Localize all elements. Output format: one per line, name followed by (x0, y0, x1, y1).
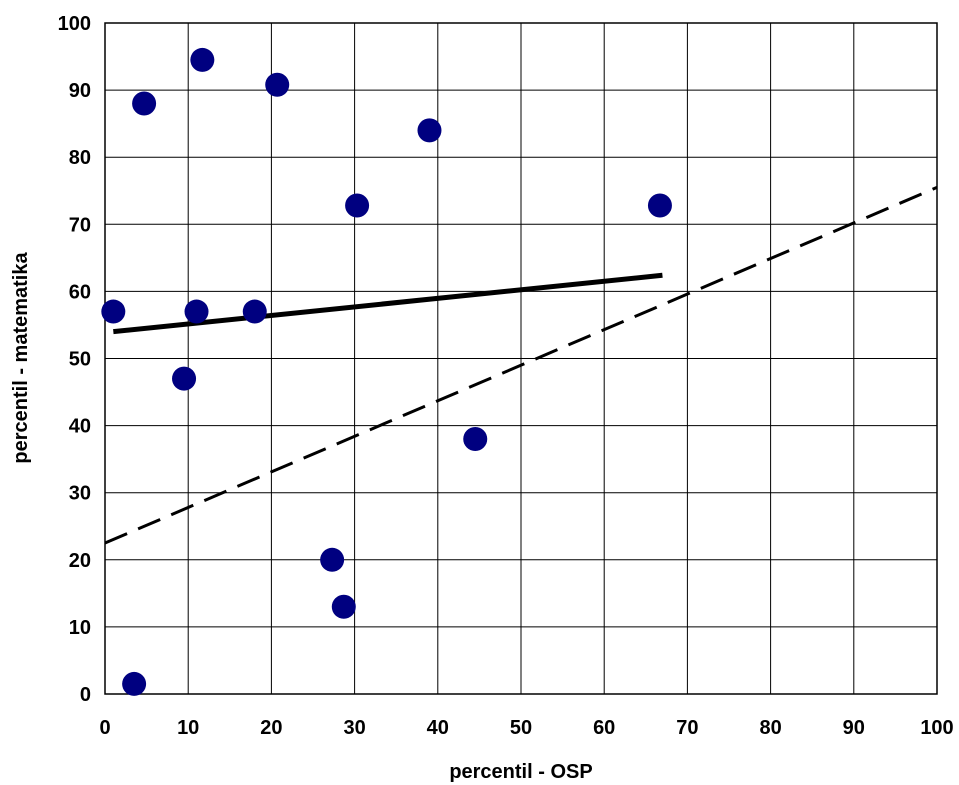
x-axis-title: percentil - OSP (449, 761, 592, 783)
data-point (132, 91, 157, 116)
y-tick-label: 60 (69, 281, 91, 303)
data-points (101, 47, 672, 696)
data-point (190, 47, 215, 72)
y-tick-label: 70 (69, 214, 91, 236)
trend-lines (104, 186, 938, 545)
data-point (345, 193, 370, 218)
dashed-reference-line (104, 186, 938, 545)
data-point (184, 299, 209, 324)
data-point (417, 118, 442, 143)
data-point (647, 193, 672, 218)
x-tick-label: 40 (427, 717, 449, 739)
x-tick-label: 90 (843, 717, 865, 739)
y-tick-label: 40 (69, 416, 91, 438)
data-point (172, 366, 197, 391)
x-tick-label: 0 (99, 717, 110, 739)
data-point (320, 547, 345, 572)
solid-trend-line (113, 272, 663, 335)
x-tick-label: 10 (177, 717, 199, 739)
y-tick-labels: 0 10 20 30 40 50 60 70 80 90 100 (58, 13, 91, 706)
plot-frame (104, 22, 938, 695)
x-tick-label: 60 (593, 717, 615, 739)
y-tick-label: 90 (69, 80, 91, 102)
x-tick-label: 20 (260, 717, 282, 739)
y-tick-label: 10 (69, 617, 91, 639)
y-tick-label: 20 (69, 550, 91, 572)
x-tick-label: 100 (920, 717, 953, 739)
y-tick-label: 80 (69, 147, 91, 169)
y-tick-label: 50 (69, 349, 91, 371)
y-axis-title: percentil - matematika (10, 252, 32, 464)
data-point (463, 427, 488, 452)
data-point (331, 594, 356, 619)
x-tick-label: 70 (676, 717, 698, 739)
y-tick-label: 100 (58, 13, 91, 35)
y-tick-label: 0 (80, 684, 91, 706)
data-point (265, 72, 290, 97)
y-tick-label: 30 (69, 483, 91, 505)
x-tick-label: 30 (343, 717, 365, 739)
x-tick-label: 80 (759, 717, 781, 739)
data-point (122, 671, 147, 696)
x-tick-label: 50 (510, 717, 532, 739)
data-point (242, 299, 267, 324)
x-tick-labels: 0 10 20 30 40 50 60 70 80 90 100 (99, 717, 953, 739)
data-point (101, 299, 126, 324)
